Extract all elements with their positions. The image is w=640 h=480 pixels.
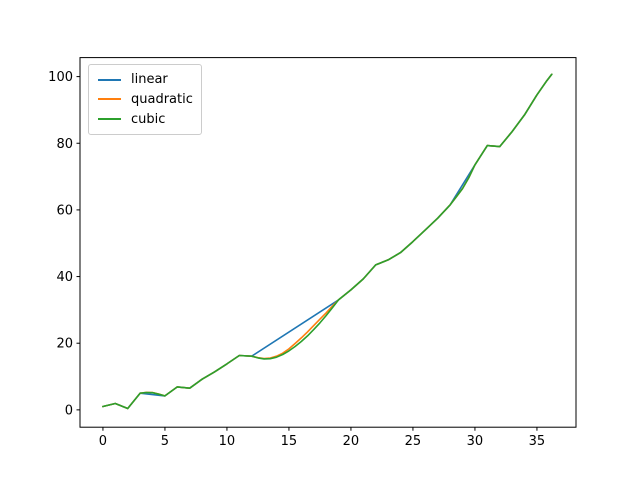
cubic-line-swatch-icon (98, 118, 121, 121)
y-tick-label: 40 (56, 270, 73, 285)
legend-label: cubic (131, 111, 166, 127)
x-tick-label: 15 (281, 434, 298, 449)
x-tick-label: 0 (99, 434, 107, 449)
legend-entry-quadratic: quadratic (98, 91, 193, 107)
legend-entry-linear: linear (98, 73, 192, 86)
x-tick-label: 25 (405, 434, 422, 449)
legend: linear quadratic cubic (88, 64, 202, 135)
y-tick-label: 100 (48, 70, 73, 85)
x-tick-label: 20 (343, 434, 360, 449)
x-tick-label: 30 (467, 434, 484, 449)
legend-label: linear (131, 72, 168, 88)
y-tick-label: 20 (56, 337, 73, 352)
x-tick-label: 5 (161, 434, 169, 449)
y-tick-label: 60 (56, 203, 73, 218)
x-tick-label: 10 (219, 434, 236, 449)
x-tick-label: 35 (529, 434, 546, 449)
quadratic-line-swatch-icon (98, 98, 121, 101)
axes-frame (79, 57, 577, 428)
legend-entry-cubic: cubic (98, 113, 192, 126)
y-tick-label: 80 (56, 137, 73, 152)
legend-label: quadratic (131, 91, 193, 107)
series-line-cubic (102, 73, 553, 410)
y-tick-label: 0 (65, 403, 73, 418)
linear-line-swatch-icon (98, 78, 121, 81)
